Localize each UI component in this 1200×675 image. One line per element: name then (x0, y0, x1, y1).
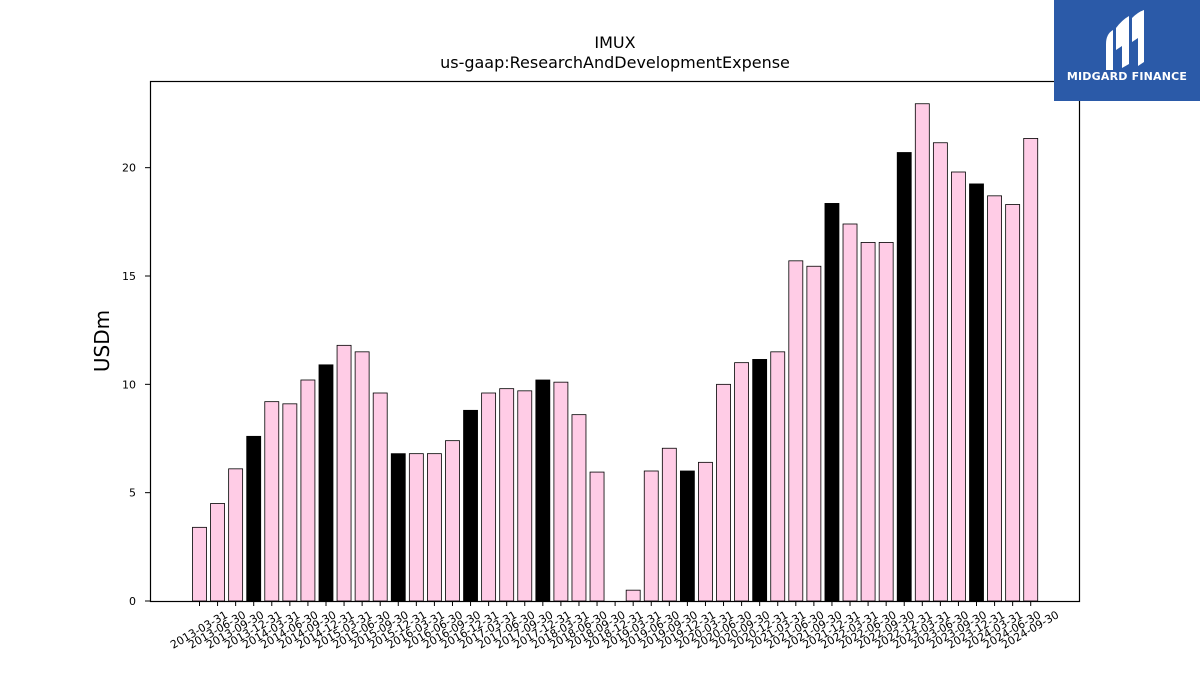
x-axis: 2013-03-312013-06-302013-09-302013-12-31… (168, 601, 1061, 652)
bar-2023-03-31 (914, 103, 930, 602)
bar-2021-12-31 (824, 203, 840, 602)
bar-2013-12-31 (246, 435, 262, 602)
bar-2016-06-30 (427, 453, 442, 602)
bar-2016-03-31 (408, 453, 424, 602)
bar-2014-09-30 (300, 379, 316, 602)
bar-2015-12-31 (390, 453, 406, 602)
bar-2015-09-30 (372, 392, 388, 602)
bar-2018-09-30 (589, 471, 605, 602)
chart-subtitle: us-gaap:ResearchAndDevelopmentExpense (440, 53, 790, 72)
bar-2016-12-31 (463, 409, 478, 602)
bars-group (192, 103, 1039, 602)
bar-2022-06-30 (860, 242, 876, 602)
bar-2024-03-31 (987, 195, 1002, 602)
bar-2019-12-31 (679, 470, 695, 602)
bar-2013-03-31 (192, 526, 207, 602)
y-axis-label: USDm (90, 310, 114, 372)
bar-2017-12-31 (535, 379, 551, 602)
bar-2022-12-31 (896, 152, 912, 602)
bar-2015-06-30 (354, 351, 370, 602)
bar-2022-03-31 (842, 223, 858, 602)
bar-2023-12-31 (969, 183, 984, 602)
bar-2014-06-30 (282, 403, 298, 602)
bar-2022-09-30 (878, 242, 894, 602)
bar-2021-06-30 (788, 260, 804, 602)
bar-2017-03-31 (481, 392, 497, 602)
bar-2020-12-31 (752, 359, 768, 602)
bar-2015-03-31 (336, 344, 352, 602)
y-tick-label: 20 (122, 162, 136, 175)
midgard-logo-icon (1106, 10, 1144, 70)
y-tick-label: 0 (129, 595, 136, 608)
bar-2020-09-30 (734, 362, 749, 602)
bar-2019-09-30 (661, 447, 677, 602)
y-axis: 0 5 10 15 20 (122, 162, 150, 608)
midgard-finance-logo: MIDGARD FINANCE (1054, 0, 1200, 101)
bar-2021-09-30 (806, 265, 822, 602)
bar-2016-09-30 (445, 440, 460, 602)
bar-2013-06-30 (210, 503, 225, 602)
bar-2013-09-30 (228, 468, 244, 602)
y-tick-label: 5 (129, 487, 136, 500)
bar-2024-06-30 (1005, 204, 1021, 602)
bar-2024-09-30 (1023, 138, 1039, 602)
bar-2019-03-31 (625, 589, 641, 602)
bar-2021-03-31 (770, 351, 786, 602)
logo-text: MIDGARD FINANCE (1066, 70, 1188, 83)
y-tick-label: 10 (122, 378, 136, 391)
bar-2017-06-30 (499, 388, 515, 602)
bar-2014-12-31 (318, 364, 334, 602)
chart-title: IMUX (594, 33, 635, 52)
bar-2018-03-31 (553, 381, 569, 602)
bar-2014-03-31 (264, 401, 280, 602)
bar-2020-06-30 (716, 383, 731, 602)
bar-2023-06-30 (932, 142, 948, 602)
bar-2019-06-30 (643, 470, 659, 602)
bar-2023-09-30 (951, 171, 966, 602)
bar-2018-06-30 (571, 414, 587, 602)
bar-2020-03-31 (698, 461, 713, 602)
y-tick-label: 15 (122, 270, 136, 283)
bar-2017-09-30 (517, 390, 533, 602)
